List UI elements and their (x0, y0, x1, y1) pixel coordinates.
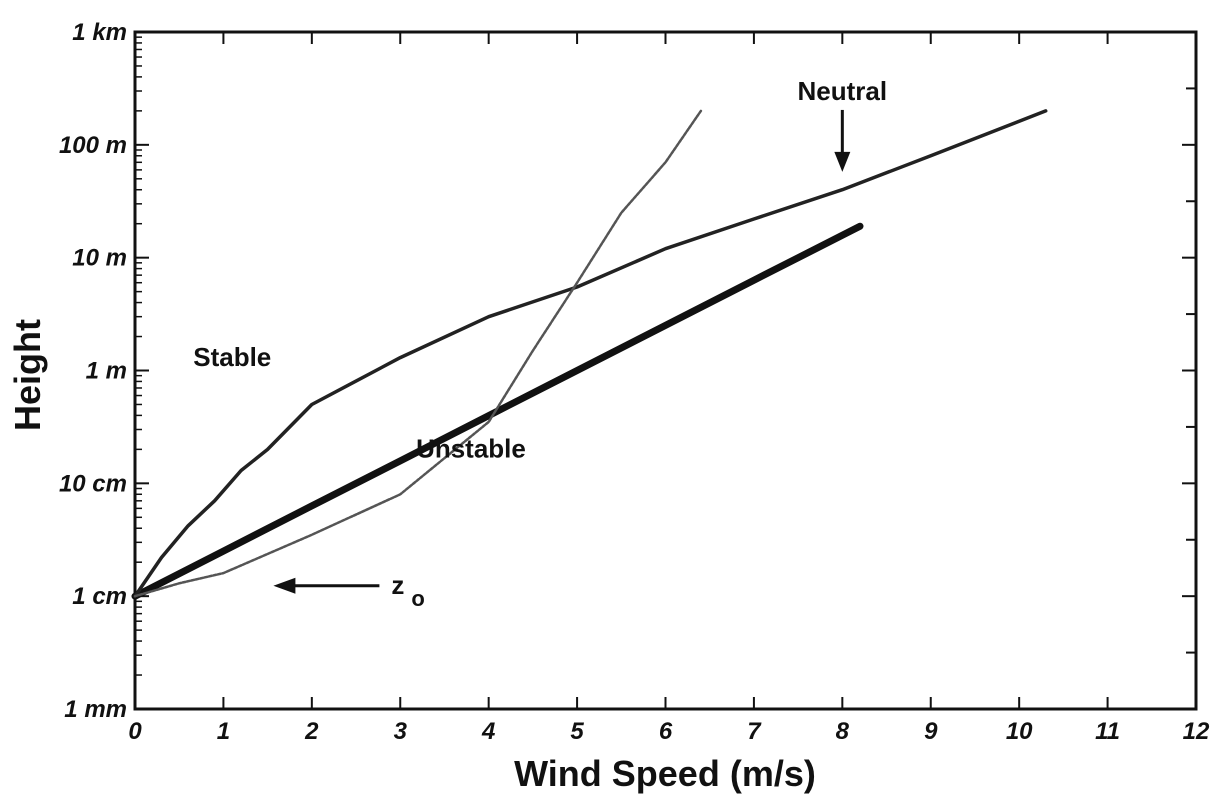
y-tick-label: 1 mm (64, 696, 127, 723)
y-tick-label: 1 m (86, 358, 127, 385)
neutral-arrow (834, 109, 851, 172)
x-tick-label: 2 (304, 718, 319, 745)
x-axis-title: Wind Speed (m/s) (514, 753, 816, 794)
zo-arrow-head (273, 577, 296, 594)
zo-subscript: o (411, 586, 424, 611)
x-tick-label: 10 (1006, 718, 1033, 745)
series-unstable-line (133, 109, 703, 598)
x-tick-label: 6 (659, 718, 673, 745)
series-layer (131, 109, 1048, 600)
stable-label: Stable (193, 342, 271, 372)
plot-frame (133, 30, 1198, 711)
y-tick-label: 1 km (72, 19, 127, 46)
x-tick-labels: 0 1 2 3 4 5 6 7 8 9 10 11 12 (128, 718, 1210, 745)
neutral-label: Neutral (798, 76, 888, 106)
roughness-length-annotation: z o (273, 570, 425, 611)
x-tick-label: 0 (128, 718, 142, 745)
x-tick-label: 5 (570, 718, 584, 745)
series-neutral-line (131, 222, 864, 600)
x-tick-label: 12 (1183, 718, 1210, 745)
x-tick-label: 4 (481, 718, 495, 745)
x-tick-label: 7 (747, 718, 762, 745)
y-tick-label: 10 m (72, 245, 127, 272)
unstable-label: Unstable (416, 433, 526, 463)
zo-symbol: z (391, 570, 404, 600)
x-tick-label: 8 (836, 718, 850, 745)
y-axis-title: Height (7, 319, 48, 431)
series-stable-line (133, 109, 1048, 598)
y-tick-label: 100 m (59, 132, 127, 159)
y-tick-labels: 1 km 100 m 10 m 1 m 10 cm 1 cm 1 mm (59, 19, 127, 723)
axis-ticks (134, 31, 1197, 710)
y-tick-label: 1 cm (72, 583, 127, 610)
x-tick-label: 9 (924, 718, 938, 745)
y-tick-label: 10 cm (59, 470, 127, 497)
x-tick-label: 11 (1095, 718, 1120, 745)
x-tick-label: 3 (394, 718, 408, 745)
x-tick-label: 1 (217, 718, 230, 745)
neutral-arrow-head (834, 151, 851, 172)
